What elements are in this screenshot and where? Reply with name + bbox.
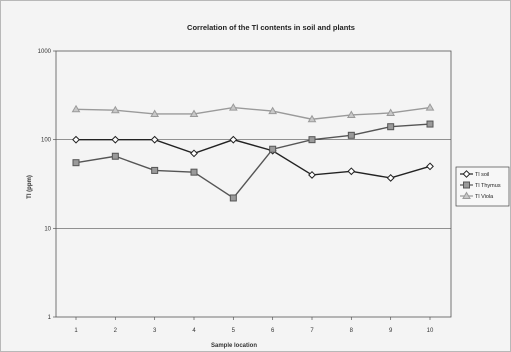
plot-area: [55, 50, 452, 318]
data-point: [190, 149, 198, 158]
y-tick-label: 100: [41, 138, 52, 144]
data-point: [387, 123, 395, 131]
data-point: [189, 109, 199, 117]
legend-label: Tl soil: [475, 172, 489, 178]
legend-marker: [462, 191, 471, 199]
x-tick-label: 10: [427, 328, 434, 334]
data-point: [347, 167, 356, 176]
legend-marker: [462, 170, 471, 178]
data-point: [308, 171, 316, 179]
data-point: [346, 110, 356, 118]
data-point: [307, 114, 317, 123]
x-tick-label: 6: [271, 328, 275, 334]
data-point: [190, 168, 198, 176]
legend: Tl soil Tl Thymus Tl Viola: [455, 166, 510, 207]
series-layer: [71, 103, 435, 202]
x-axis: 1 2 3 4 5 6 7 8 9 10: [74, 317, 434, 334]
series-3: [71, 103, 435, 123]
x-tick-label: 9: [389, 328, 393, 334]
data-point: [268, 106, 278, 115]
data-point: [111, 135, 120, 144]
legend-label: Tl Viola: [475, 194, 494, 200]
x-tick-label: 5: [232, 328, 236, 334]
data-point: [386, 108, 396, 116]
x-tick-label: 1: [74, 328, 78, 334]
series-line: [75, 123, 431, 199]
x-tick-label: 7: [310, 328, 314, 334]
data-point: [111, 152, 119, 160]
data-point: [347, 131, 355, 139]
chart-title: Correlation of the Tl contents in soil a…: [187, 23, 355, 32]
series-2: [72, 120, 434, 202]
y-axis: 1 10 100 1000: [38, 49, 56, 321]
legend-label: Tl Thymus: [475, 183, 501, 189]
data-point: [72, 135, 80, 144]
series-line: [75, 106, 431, 120]
data-point: [229, 135, 238, 144]
data-point: [110, 105, 120, 114]
series-line: [76, 138, 431, 179]
data-point: [71, 104, 81, 113]
y-tick-label: 1000: [38, 49, 52, 55]
x-tick-label: 4: [192, 328, 196, 334]
data-point: [308, 136, 316, 144]
data-point: [229, 194, 237, 202]
data-point: [426, 120, 434, 128]
data-point: [269, 145, 277, 153]
legend-marker: [463, 181, 470, 189]
data-point: [150, 135, 159, 144]
y-tick-label: 10: [44, 226, 51, 232]
data-point: [425, 103, 435, 111]
x-tick-label: 3: [153, 328, 157, 334]
x-tick-label: 2: [114, 328, 118, 334]
y-axis-title: Tl (ppm): [27, 175, 33, 199]
y-tick-label: 1: [48, 315, 52, 321]
data-point: [150, 109, 160, 117]
data-point: [151, 166, 159, 174]
x-axis-title: Sample location: [211, 343, 257, 349]
data-point: [72, 159, 80, 167]
x-tick-label: 8: [350, 328, 354, 334]
data-point: [426, 162, 434, 171]
data-point: [228, 103, 238, 111]
data-point: [386, 174, 395, 182]
